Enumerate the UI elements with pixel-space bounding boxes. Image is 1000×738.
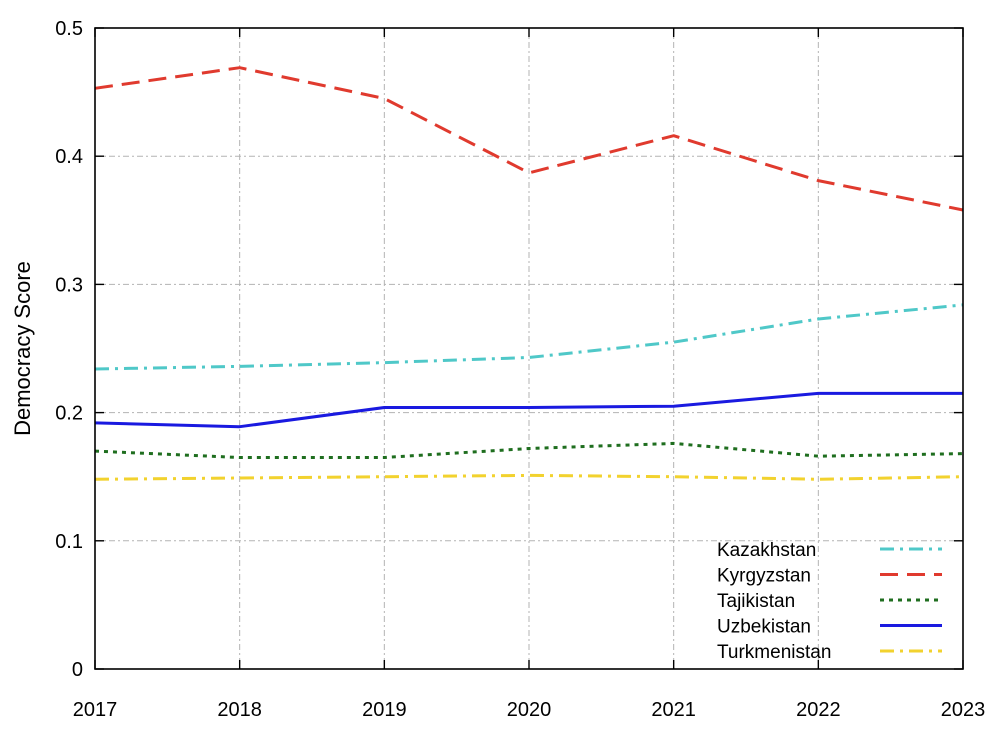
legend-label-tajikistan: Tajikistan (717, 591, 795, 612)
x-tick-label: 2019 (362, 699, 407, 721)
plot-frame (94, 27, 964, 670)
legend-label-turkmenistan: Turkmenistan (717, 642, 831, 663)
x-tick-label: 2020 (507, 699, 552, 721)
x-tick-label: 2018 (217, 699, 262, 721)
series-line-uzbekistan (94, 391, 963, 429)
axis-ticks: 2017 2018 2019 2020 2021 2022 2023 0 0.1 0.2 0.3 0.… (55, 18, 985, 721)
y-axis-title: Democracy Score (10, 261, 35, 436)
x-tick-label: 2017 (73, 699, 118, 721)
y-tick-label: 0.3 (55, 274, 83, 296)
series-line-tajikistan (94, 441, 964, 459)
x-tick-label: 2021 (651, 699, 696, 721)
series-line-kazakhstan (94, 303, 964, 371)
legend-label-kyrgyzstan: Kyrgyzstan (717, 566, 811, 587)
legend: Kazakhstan Kyrgyzstan Tajikistan Uzbekistan… (717, 540, 942, 663)
y-tick-label: 0.1 (55, 531, 83, 553)
grid-lines (95, 28, 963, 669)
legend-label-uzbekistan: Uzbekistan (717, 617, 811, 638)
y-tick-label: 0.5 (55, 18, 83, 40)
series-line-kyrgyzstan (94, 66, 964, 212)
y-tick-label: 0.2 (55, 403, 83, 425)
y-tick-label: 0.4 (55, 146, 83, 168)
x-tick-label: 2022 (796, 699, 841, 721)
y-tick-label: 0 (72, 659, 83, 681)
legend-label-kazakhstan: Kazakhstan (717, 540, 816, 561)
x-tick-label: 2023 (941, 699, 986, 721)
series-lines (94, 66, 964, 481)
